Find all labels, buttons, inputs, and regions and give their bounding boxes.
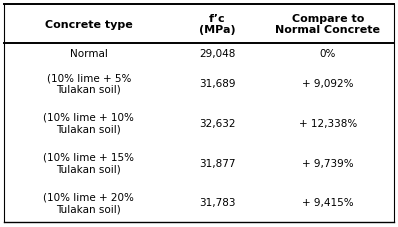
Text: Normal: Normal — [70, 49, 108, 59]
Text: 0%: 0% — [320, 49, 336, 59]
Text: 31,783: 31,783 — [199, 198, 236, 207]
Text: (10% lime + 15%
Tulakan soil): (10% lime + 15% Tulakan soil) — [43, 152, 134, 174]
Text: + 9,415%: + 9,415% — [302, 198, 353, 207]
Text: (10% lime + 10%
Tulakan soil): (10% lime + 10% Tulakan soil) — [43, 112, 134, 134]
Text: Compare to
Normal Concrete: Compare to Normal Concrete — [275, 14, 380, 35]
Text: + 12,338%: + 12,338% — [298, 118, 357, 128]
Text: 29,048: 29,048 — [199, 49, 236, 59]
Text: 31,689: 31,689 — [199, 79, 236, 89]
Text: Concrete type: Concrete type — [45, 20, 133, 29]
Text: (10% lime + 5%
Tulakan soil): (10% lime + 5% Tulakan soil) — [47, 73, 131, 94]
Text: + 9,092%: + 9,092% — [302, 79, 353, 89]
Text: (10% lime + 20%
Tulakan soil): (10% lime + 20% Tulakan soil) — [43, 192, 134, 213]
Text: + 9,739%: + 9,739% — [302, 158, 353, 168]
Text: 32,632: 32,632 — [199, 118, 236, 128]
Text: 31,877: 31,877 — [199, 158, 236, 168]
Text: f’c
(MPa): f’c (MPa) — [199, 14, 236, 35]
